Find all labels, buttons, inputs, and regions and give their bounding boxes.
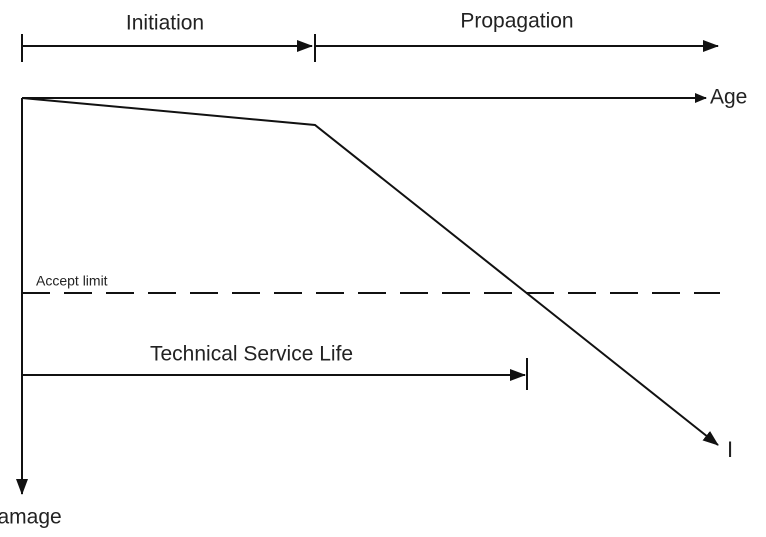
curve-label: I xyxy=(727,437,733,462)
age-label: Age xyxy=(710,86,747,109)
initiation-label: Initiation xyxy=(126,12,204,35)
damage-label: Damage xyxy=(0,506,62,529)
damage-curve xyxy=(21,97,719,446)
service-life-label: Technical Service Life xyxy=(150,343,353,366)
accept-limit-label: Accept limit xyxy=(36,273,108,289)
propagation-label: Propagation xyxy=(460,10,573,33)
phase-arrows xyxy=(21,34,719,62)
